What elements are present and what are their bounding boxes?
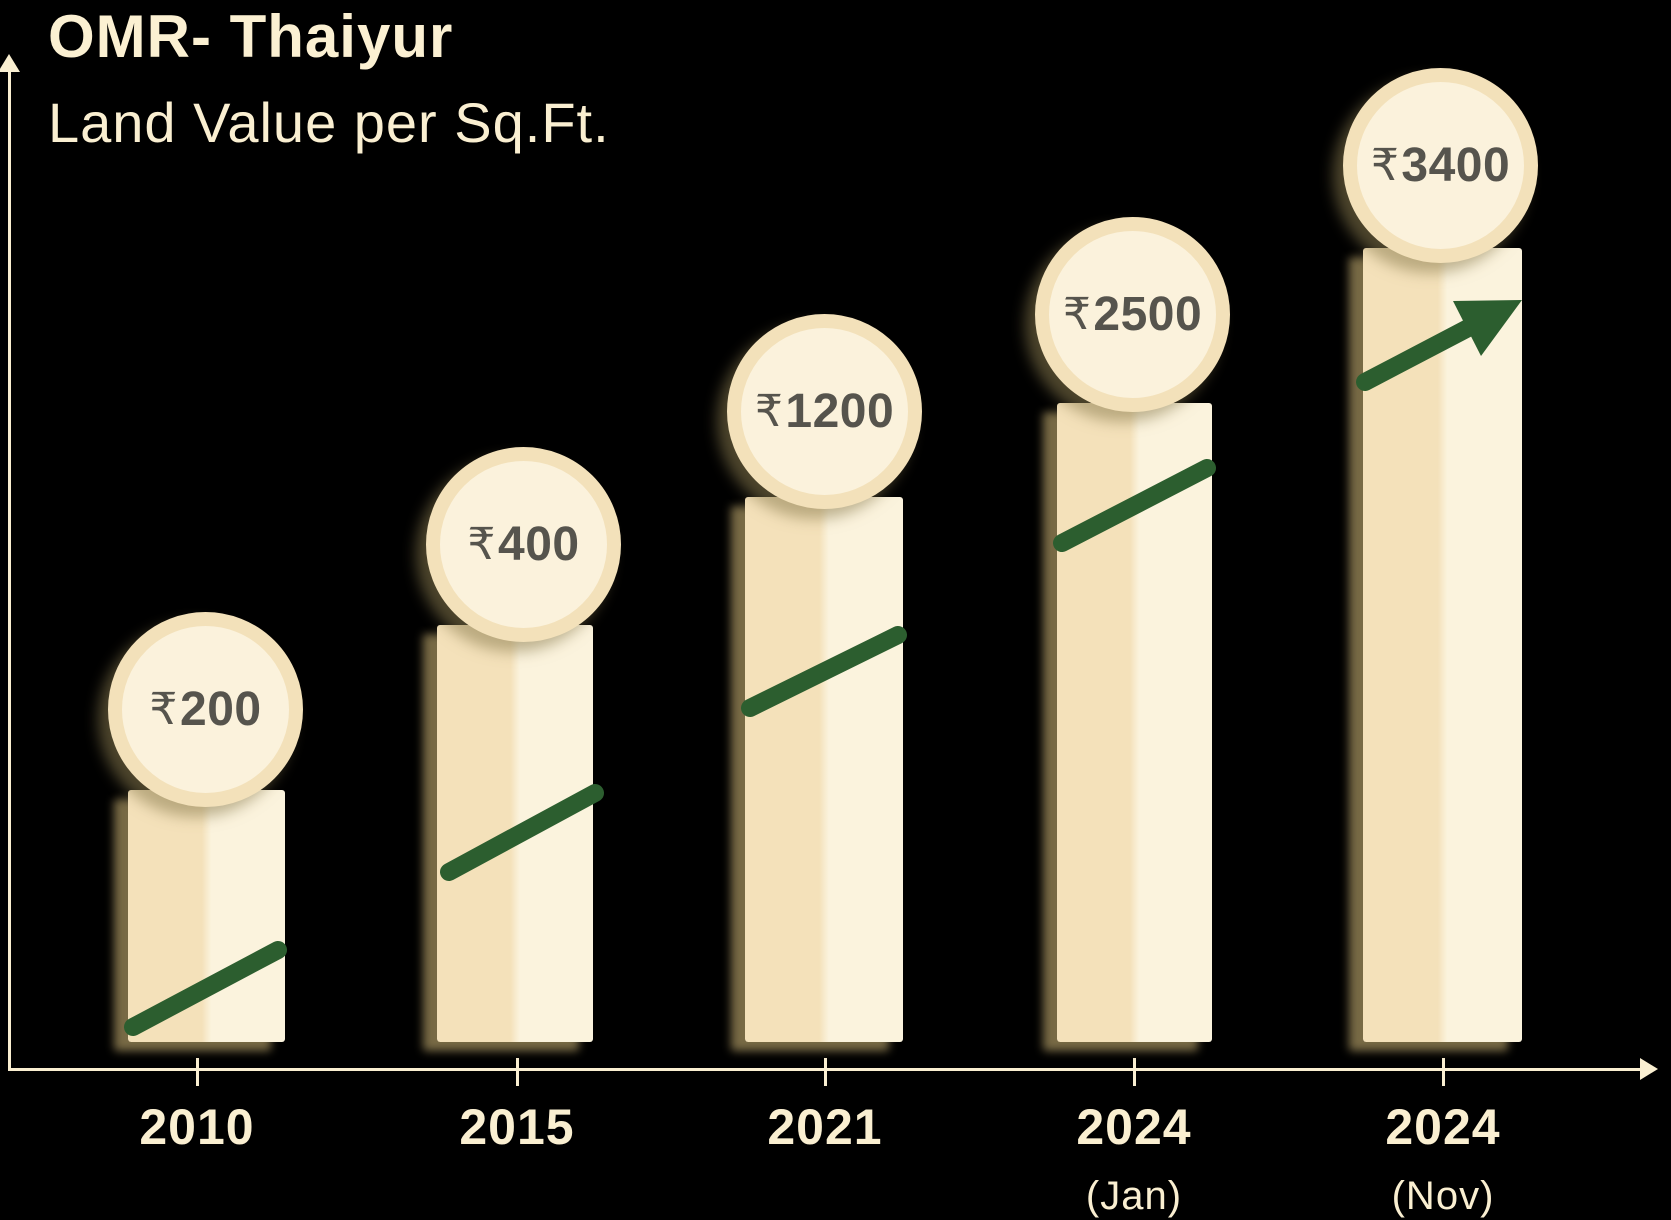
bar-2015 bbox=[437, 625, 593, 1042]
value-amount: 200 bbox=[180, 683, 262, 736]
x-axis-arrow-icon bbox=[1640, 1058, 1658, 1080]
value-circle-2015: ₹400 bbox=[426, 447, 621, 642]
value-circle-2010: ₹200 bbox=[108, 612, 303, 807]
x-label-year: 2021 bbox=[767, 1099, 883, 1155]
rupee-icon: ₹ bbox=[149, 685, 178, 734]
x-label-year: 2024 bbox=[1076, 1099, 1192, 1155]
rupee-icon: ₹ bbox=[754, 387, 784, 436]
bar-2024-jan bbox=[1057, 403, 1212, 1042]
x-label-sub: (Jan) bbox=[1085, 1174, 1183, 1218]
value-amount: 400 bbox=[498, 518, 580, 571]
value-circle-2021: ₹1200 bbox=[727, 314, 922, 509]
value-circle-2024-jan: ₹2500 bbox=[1035, 217, 1230, 412]
x-tick-2024-jan bbox=[1133, 1058, 1136, 1086]
bar-2024-nov bbox=[1363, 248, 1522, 1042]
x-tick-2024-nov bbox=[1442, 1058, 1445, 1086]
chart-title: OMR- Thaiyur bbox=[48, 3, 454, 70]
value-amount: 3400 bbox=[1401, 139, 1511, 192]
y-axis-arrow-icon bbox=[0, 54, 20, 72]
x-label-sub: (Nov) bbox=[1391, 1174, 1495, 1218]
x-label-2015: 2015 bbox=[407, 1098, 627, 1174]
x-label-2021: 2021 bbox=[715, 1098, 935, 1174]
x-label-year: 2024 bbox=[1385, 1099, 1501, 1155]
value-circle-2024-nov: ₹3400 bbox=[1343, 68, 1538, 263]
rupee-icon: ₹ bbox=[467, 520, 496, 569]
x-tick-2021 bbox=[824, 1058, 827, 1086]
x-label-2024-nov: 2024 (Nov) bbox=[1333, 1098, 1553, 1219]
x-tick-2015 bbox=[516, 1058, 519, 1086]
rupee-icon: ₹ bbox=[1062, 290, 1092, 339]
chart-subtitle: Land Value per Sq.Ft. bbox=[48, 91, 610, 154]
x-label-2010: 2010 bbox=[87, 1098, 307, 1174]
value-amount: 1200 bbox=[785, 385, 895, 438]
value-amount: 2500 bbox=[1093, 288, 1203, 341]
x-label-year: 2015 bbox=[459, 1099, 575, 1155]
rupee-icon: ₹ bbox=[1370, 141, 1400, 190]
x-label-2024-jan: 2024 (Jan) bbox=[1024, 1098, 1244, 1219]
bar-2021 bbox=[745, 497, 903, 1042]
x-label-year: 2010 bbox=[139, 1099, 255, 1155]
chart-header: OMR- Thaiyur Land Value per Sq.Ft. bbox=[48, 3, 609, 155]
bar-2010 bbox=[128, 790, 285, 1042]
x-tick-2010 bbox=[196, 1058, 199, 1086]
y-axis bbox=[8, 70, 11, 1071]
